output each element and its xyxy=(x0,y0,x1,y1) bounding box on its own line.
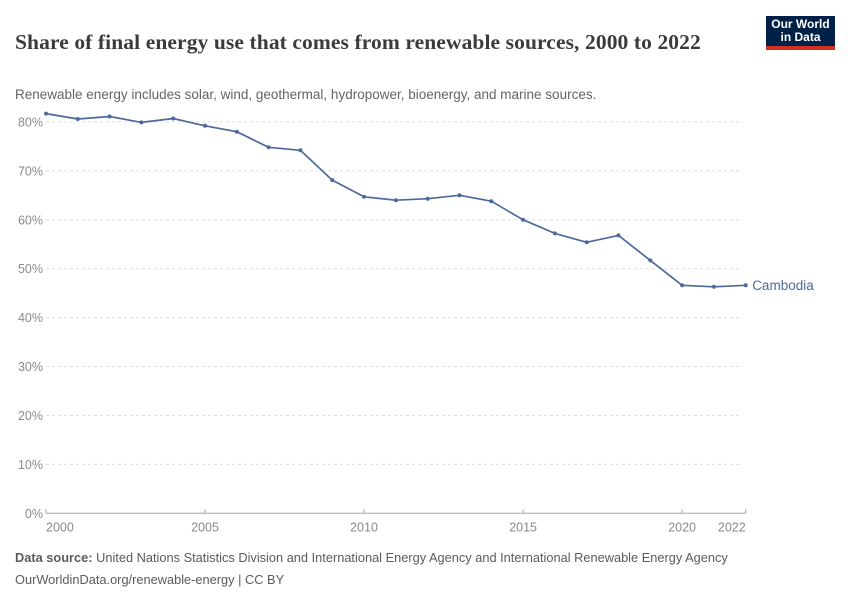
data-point-marker[interactable] xyxy=(139,120,144,125)
data-point-marker[interactable] xyxy=(298,148,303,153)
chart-footer: Data source: United Nations Statistics D… xyxy=(15,547,835,590)
data-point-marker[interactable] xyxy=(266,145,271,150)
owid-url-link[interactable]: OurWorldinData.org/renewable-energy xyxy=(15,571,235,587)
data-point-marker[interactable] xyxy=(107,114,112,119)
chart-subtitle: Renewable energy includes solar, wind, g… xyxy=(15,86,597,102)
license-line: OurWorldinData.org/renewable-energy | CC… xyxy=(15,569,835,591)
data-point-marker[interactable] xyxy=(234,129,239,134)
data-point-marker[interactable] xyxy=(457,193,462,198)
y-axis-tick-label: 70% xyxy=(18,164,43,178)
owid-logo-text: Our World in Data xyxy=(771,16,830,45)
data-point-marker[interactable] xyxy=(393,198,398,203)
owid-logo[interactable]: Our World in Data xyxy=(766,16,835,50)
data-point-marker[interactable] xyxy=(203,123,207,128)
y-axis-tick-label: 0% xyxy=(25,507,43,521)
y-axis-tick-label: 20% xyxy=(18,409,43,423)
owid-logo-line1: Our World xyxy=(771,16,830,31)
data-point-marker[interactable] xyxy=(521,217,526,222)
y-axis-tick-label: 60% xyxy=(18,213,43,227)
data-point-marker[interactable] xyxy=(75,117,80,121)
data-point-marker[interactable] xyxy=(680,283,685,288)
chart-title: Share of final energy use that comes fro… xyxy=(15,30,701,55)
x-axis-tick-label: 2020 xyxy=(668,520,696,534)
data-source-text: United Nations Statistics Division and I… xyxy=(92,550,728,565)
data-point-marker[interactable] xyxy=(330,178,335,183)
y-axis-tick-label: 30% xyxy=(18,360,43,374)
y-axis-tick-label: 80% xyxy=(18,115,43,129)
data-source-line: Data source: United Nations Statistics D… xyxy=(15,547,835,569)
data-point-marker[interactable] xyxy=(171,116,176,121)
data-point-marker[interactable] xyxy=(584,240,589,245)
y-axis-tick-label: 40% xyxy=(18,311,43,325)
x-axis-tick-label: 2000 xyxy=(46,520,74,534)
license-suffix: | CC BY xyxy=(234,571,285,587)
data-point-marker[interactable] xyxy=(711,284,716,289)
x-axis-tick-label: 2015 xyxy=(509,520,537,534)
data-point-marker[interactable] xyxy=(44,111,48,116)
entity-label[interactable]: Cambodia xyxy=(752,278,814,293)
data-point-marker[interactable] xyxy=(425,196,430,201)
data-source-label: Data source: xyxy=(15,550,93,565)
x-axis-tick-label: 2005 xyxy=(191,520,219,534)
y-axis-tick-label: 10% xyxy=(18,458,43,472)
data-point-marker[interactable] xyxy=(362,194,366,199)
x-axis-tick-label: 2022 xyxy=(718,520,746,534)
data-point-marker[interactable] xyxy=(552,231,557,236)
data-point-marker[interactable] xyxy=(743,283,748,288)
data-point-marker[interactable] xyxy=(648,258,653,263)
owid-logo-line2: in Data xyxy=(780,30,821,44)
data-point-marker[interactable] xyxy=(616,233,621,238)
y-axis-tick-label: 50% xyxy=(18,262,43,276)
x-axis-tick-label: 2010 xyxy=(350,520,378,534)
data-point-marker[interactable] xyxy=(489,199,494,204)
